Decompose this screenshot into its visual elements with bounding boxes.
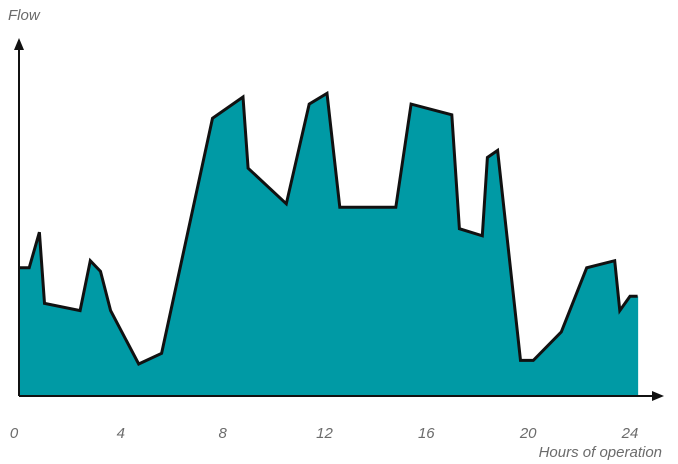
x-tick-label-0: 0 <box>10 425 19 442</box>
flow-series-line <box>19 90 638 366</box>
axes <box>14 38 664 401</box>
x-axis-label: Hours of operation <box>539 444 662 461</box>
y-axis-arrow <box>14 38 24 50</box>
x-tick-label-16: 16 <box>418 425 435 442</box>
x-tick-label-8: 8 <box>219 425 228 442</box>
y-axis-label: Flow <box>8 7 41 24</box>
flow-area-fill <box>19 93 638 397</box>
x-axis-arrow <box>652 391 664 401</box>
area-layer <box>19 90 639 397</box>
x-tick-label-4: 4 <box>117 425 125 442</box>
x-tick-label-24: 24 <box>621 425 639 442</box>
x-tick-label-12: 12 <box>316 425 333 442</box>
x-tick-label-20: 20 <box>519 425 537 442</box>
x-tick-labels: 0 4 8 12 16 20 24 <box>10 425 639 442</box>
